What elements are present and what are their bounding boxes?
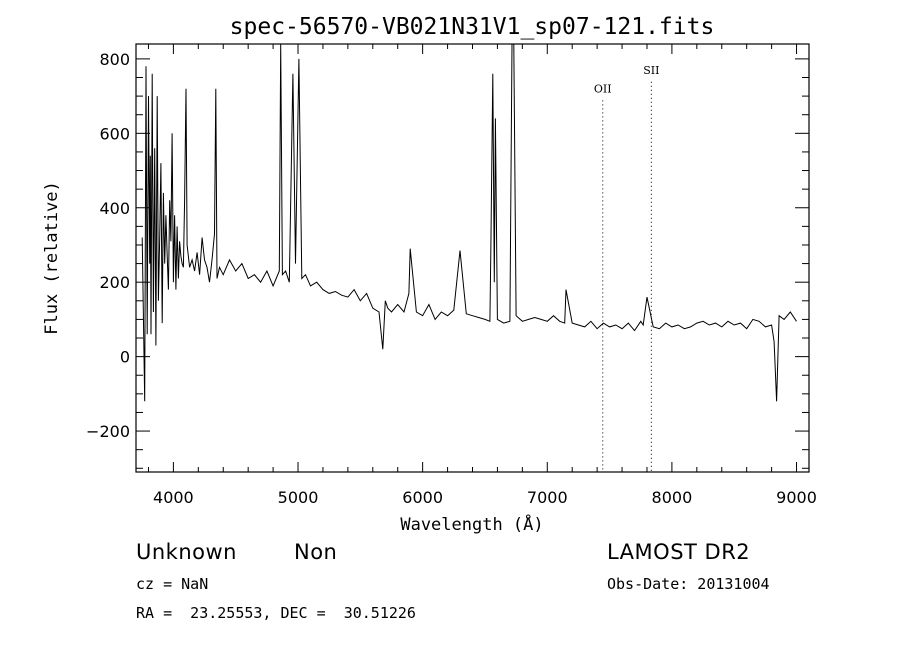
x-tick-label: 7000 [527, 488, 568, 507]
x-tick-label: 6000 [402, 488, 443, 507]
y-axis-label: Flux (relative) [42, 181, 62, 335]
marker-label: OII [594, 82, 612, 95]
y-tick-label: −200 [86, 422, 130, 441]
spectrum-line [141, 43, 797, 402]
x-axis-label: Wavelength (Å) [400, 513, 543, 535]
x-tick-label: 5000 [278, 488, 319, 507]
marker-label: SII [643, 64, 659, 77]
obs-date: Obs-Date: 20131004 [607, 575, 770, 593]
coordinates: RA = 23.25553, DEC = 30.51226 [136, 604, 416, 622]
cz-value: cz = NaN [136, 575, 209, 593]
x-tick-label: 9000 [776, 488, 817, 507]
x-tick-labels: 4000 5000 6000 7000 8000 9000 [153, 488, 817, 507]
y-tick-label: 800 [99, 50, 130, 69]
emission-line-markers: OII SII [594, 64, 659, 472]
x-tick-label: 4000 [153, 488, 194, 507]
plot-frame [135, 43, 810, 473]
x-tick-label: 8000 [652, 488, 693, 507]
chart-title: spec-56570-VB021N31V1_sp07-121.fits [230, 14, 715, 40]
y-tick-label: 400 [99, 199, 130, 218]
axis-ticks [136, 44, 809, 472]
y-tick-label: 200 [99, 273, 130, 292]
object-class: Unknown [136, 540, 237, 564]
y-tick-label: 600 [99, 124, 130, 143]
y-tick-labels: −200 0 200 400 600 800 [86, 50, 130, 441]
survey-name: LAMOST DR2 [607, 540, 751, 564]
y-tick-label: 0 [120, 348, 130, 367]
object-subclass: Non [294, 540, 338, 564]
